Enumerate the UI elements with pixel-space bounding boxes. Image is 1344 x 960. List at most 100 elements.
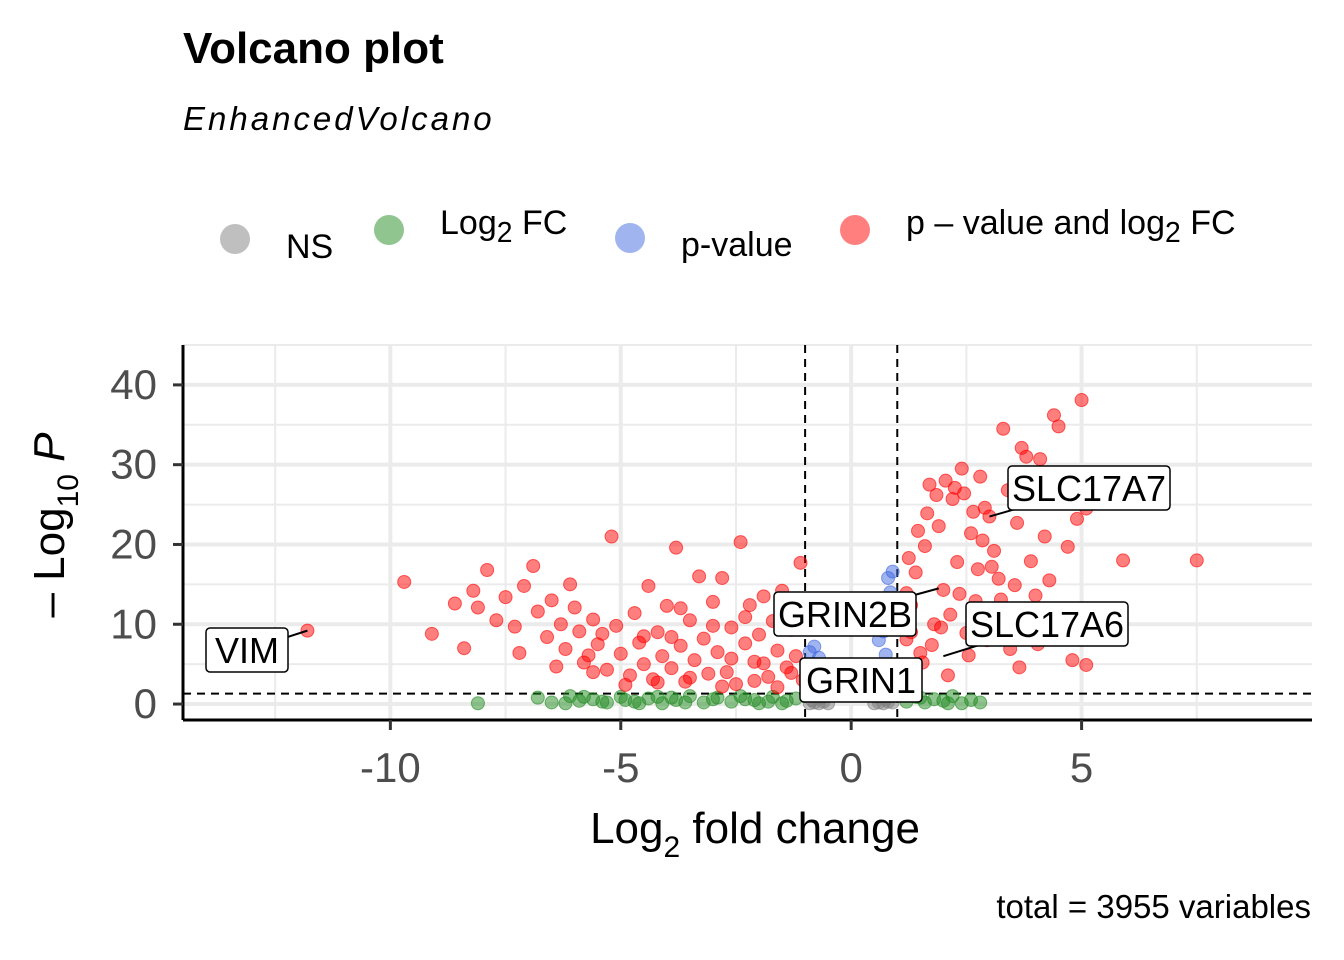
- point-p-value-and-log2-fc: [489, 613, 504, 628]
- x-axis-title: Log2 fold change: [590, 804, 920, 864]
- point-log2-fc: [470, 696, 485, 711]
- point-p-value-and-log2-fc: [692, 569, 707, 584]
- point-p-value-and-log2-fc: [1012, 660, 1027, 675]
- point-p-value-and-log2-fc: [659, 598, 674, 613]
- plot-axes: -10 -5 0 5 0 10 20 30 40: [110, 345, 1312, 791]
- point-p-value-and-log2-fc: [1051, 419, 1066, 434]
- point-p-value: [885, 564, 900, 579]
- point-log2-fc: [747, 693, 762, 708]
- point-p-value-and-log2-fc: [987, 543, 1002, 558]
- point-p-value-and-log2-fc: [669, 540, 684, 555]
- point-p-value-and-log2-fc: [715, 679, 730, 694]
- point-p-value-and-log2-fc: [922, 477, 937, 492]
- point-p-value-and-log2-fc: [950, 555, 965, 570]
- point-p-value-and-log2-fc: [940, 668, 955, 683]
- label-box-vim: [205, 627, 289, 673]
- chart-caption: total = 3955 variables: [996, 888, 1311, 925]
- point-p-value-and-log2-fc: [957, 486, 972, 501]
- point-p-value-and-log2-fc: [696, 631, 711, 646]
- y-tick-label: 10: [110, 600, 157, 647]
- point-p-value-and-log2-fc: [397, 574, 412, 589]
- legend-swatch-pvalue: [615, 222, 645, 253]
- point-log2-fc: [678, 695, 693, 710]
- point-p-value-and-log2-fc: [963, 526, 978, 541]
- legend-label-ns: NS: [286, 228, 334, 266]
- point-p-value-and-log2-fc: [724, 620, 739, 635]
- y-tick-label: 40: [110, 361, 157, 408]
- point-p-value-and-log2-fc: [784, 665, 799, 680]
- point-p-value-and-log2-fc: [710, 645, 725, 660]
- label-box-grin1: [799, 657, 923, 703]
- point-p-value-and-log2-fc: [938, 473, 953, 488]
- point-p-value-and-log2-fc: [756, 656, 771, 671]
- point-p-value-and-log2-fc: [705, 618, 720, 633]
- point-p-value-and-log2-fc: [991, 571, 1006, 586]
- point-p-value-and-log2-fc: [966, 504, 981, 519]
- point-p-value-and-log2-fc: [1023, 554, 1038, 569]
- point-p-value-and-log2-fc: [1065, 653, 1080, 668]
- legend-item-ns: NS: [220, 210, 333, 267]
- point-p-value-and-log2-fc: [447, 596, 462, 611]
- point-p-value-and-log2-fc: [761, 669, 776, 684]
- point-p-value-and-log2-fc: [563, 577, 578, 592]
- point-p-value-and-log2-fc: [682, 670, 697, 685]
- legend-label-pvalue: p-value: [681, 226, 793, 264]
- point-p-value-and-log2-fc: [715, 570, 730, 585]
- point-p-value-and-log2-fc: [498, 590, 513, 605]
- legend-swatch-ns: [220, 223, 250, 254]
- legend-item-log2fc: Log2 FC: [374, 204, 567, 250]
- point-p-value-and-log2-fc: [586, 612, 601, 627]
- label-box-slc17a6: [965, 601, 1129, 647]
- point-p-value-and-log2-fc: [457, 641, 472, 656]
- point-log2-fc: [664, 690, 679, 705]
- point-p-value-and-log2-fc: [936, 582, 951, 597]
- point-p-value-and-log2-fc: [1074, 393, 1089, 408]
- point-p-value-and-log2-fc: [650, 675, 665, 690]
- point-p-value-and-log2-fc: [687, 653, 702, 668]
- legend-label-log2fc: Log2 FC: [440, 204, 568, 249]
- gene-label-slc17a6: SLC17A6: [970, 604, 1124, 645]
- point-p-value-and-log2-fc: [929, 488, 944, 502]
- point-p-value-and-log2-fc: [549, 659, 564, 674]
- point-log2-fc: [544, 695, 559, 710]
- point-p-value-and-log2-fc: [558, 641, 573, 656]
- point-log2-fc: [530, 690, 545, 705]
- point-p-value-and-log2-fc: [724, 651, 739, 666]
- point-p-value-and-log2-fc: [954, 461, 969, 476]
- x-tick-label: -10: [360, 744, 421, 791]
- point-log2-fc: [618, 693, 633, 708]
- point-p-value-and-log2-fc: [973, 469, 988, 484]
- label-box-slc17a7: [1007, 465, 1171, 511]
- point-log2-fc: [705, 692, 720, 707]
- point-p-value-and-log2-fc: [424, 626, 439, 641]
- point-p-value-and-log2-fc: [1042, 573, 1057, 588]
- chart-title: Volcano plot: [183, 24, 444, 73]
- point-p-value-and-log2-fc: [770, 643, 785, 658]
- point-p-value-and-log2-fc: [738, 636, 753, 651]
- y-tick-label: 30: [110, 441, 157, 488]
- point-p-value-and-log2-fc: [752, 627, 767, 642]
- point-p-value-and-log2-fc: [920, 506, 935, 521]
- point-p-value-and-log2-fc: [466, 583, 481, 598]
- point-p-value-and-log2-fc: [650, 625, 665, 640]
- y-tick-label: 20: [110, 520, 157, 567]
- legend-swatch-pvalue-and-log2fc: [840, 214, 870, 245]
- point-p-value-and-log2-fc: [636, 657, 651, 672]
- point-p-value-and-log2-fc: [911, 523, 926, 538]
- point-p-value-and-log2-fc: [604, 529, 619, 544]
- point-p-value-and-log2-fc: [544, 593, 559, 608]
- point-p-value-and-log2-fc: [517, 578, 532, 593]
- point-p-value-and-log2-fc: [618, 677, 633, 692]
- gene-label-vim: VIM: [215, 630, 279, 671]
- point-p-value-and-log2-fc: [599, 662, 614, 677]
- point-p-value-and-log2-fc: [984, 559, 999, 574]
- point-log2-fc: [576, 689, 591, 704]
- label-box-grin2b: [773, 591, 917, 637]
- point-p-value-and-log2-fc: [705, 594, 720, 609]
- point-p-value-and-log2-fc: [952, 586, 967, 601]
- point-p-value-and-log2-fc: [970, 562, 985, 577]
- y-axis-title: – Log10 P: [25, 432, 85, 618]
- x-tick-label: 5: [1070, 744, 1093, 791]
- point-p-value-and-log2-fc: [682, 613, 697, 628]
- point-p-value-and-log2-fc: [770, 680, 785, 695]
